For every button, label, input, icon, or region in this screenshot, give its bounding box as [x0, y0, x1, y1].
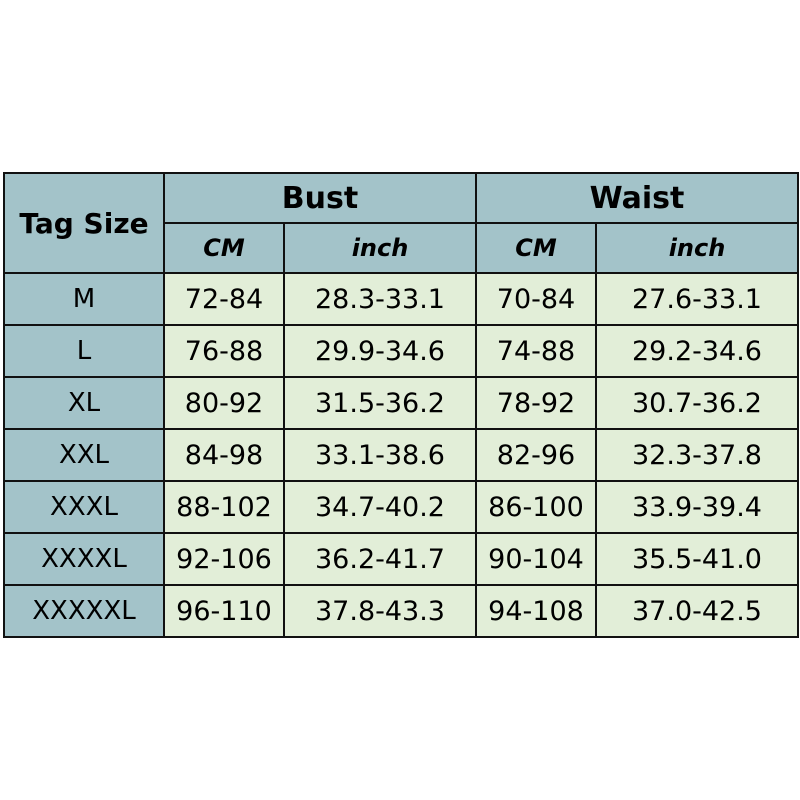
waist-inch-cell: 33.9-39.4 — [595, 480, 799, 534]
waist-inch-cell: 35.5-41.0 — [595, 532, 799, 586]
table-row: XXXXL 92-106 36.2-41.7 90-104 35.5-41.0 — [3, 532, 799, 586]
waist-cm-cell: 74-88 — [475, 324, 597, 378]
waist-inch-cell: 27.6-33.1 — [595, 272, 799, 326]
bust-cm-cell: 80-92 — [163, 376, 285, 430]
size-cell: L — [3, 324, 165, 378]
bust-inch-cell: 37.8-43.3 — [283, 584, 477, 638]
table-row: L 76-88 29.9-34.6 74-88 29.2-34.6 — [3, 324, 799, 378]
size-cell: XXXXXL — [3, 584, 165, 638]
bust-inch-cell: 36.2-41.7 — [283, 532, 477, 586]
waist-cm-header: CM — [475, 222, 597, 274]
table-row: XXL 84-98 33.1-38.6 82-96 32.3-37.8 — [3, 428, 799, 482]
waist-cm-cell: 70-84 — [475, 272, 597, 326]
waist-cm-cell: 86-100 — [475, 480, 597, 534]
bust-cm-cell: 76-88 — [163, 324, 285, 378]
waist-cm-cell: 94-108 — [475, 584, 597, 638]
tag-size-header: Tag Size — [3, 172, 165, 274]
bust-inch-cell: 28.3-33.1 — [283, 272, 477, 326]
bust-inch-cell: 31.5-36.2 — [283, 376, 477, 430]
waist-header: Waist — [475, 172, 799, 224]
waist-cm-cell: 90-104 — [475, 532, 597, 586]
waist-inch-cell: 30.7-36.2 — [595, 376, 799, 430]
bust-cm-header: CM — [163, 222, 285, 274]
bust-inch-cell: 34.7-40.2 — [283, 480, 477, 534]
waist-inch-cell: 32.3-37.8 — [595, 428, 799, 482]
bust-cm-cell: 84-98 — [163, 428, 285, 482]
table-row: XXXXXL 96-110 37.8-43.3 94-108 37.0-42.5 — [3, 584, 799, 638]
size-cell: XL — [3, 376, 165, 430]
waist-inch-header: inch — [595, 222, 799, 274]
size-cell: XXXL — [3, 480, 165, 534]
size-chart-table: Tag Size Bust Waist CM inch CM inch M 72-… — [3, 172, 799, 638]
waist-inch-cell: 29.2-34.6 — [595, 324, 799, 378]
bust-inch-cell: 29.9-34.6 — [283, 324, 477, 378]
size-cell: XXL — [3, 428, 165, 482]
table-row: XXXL 88-102 34.7-40.2 86-100 33.9-39.4 — [3, 480, 799, 534]
table-row: M 72-84 28.3-33.1 70-84 27.6-33.1 — [3, 272, 799, 326]
size-cell: XXXXL — [3, 532, 165, 586]
bust-cm-cell: 88-102 — [163, 480, 285, 534]
bust-inch-cell: 33.1-38.6 — [283, 428, 477, 482]
bust-inch-header: inch — [283, 222, 477, 274]
table-row: XL 80-92 31.5-36.2 78-92 30.7-36.2 — [3, 376, 799, 430]
waist-inch-cell: 37.0-42.5 — [595, 584, 799, 638]
waist-cm-cell: 78-92 — [475, 376, 597, 430]
bust-cm-cell: 72-84 — [163, 272, 285, 326]
bust-header: Bust — [163, 172, 477, 224]
waist-cm-cell: 82-96 — [475, 428, 597, 482]
bust-cm-cell: 92-106 — [163, 532, 285, 586]
bust-cm-cell: 96-110 — [163, 584, 285, 638]
size-cell: M — [3, 272, 165, 326]
